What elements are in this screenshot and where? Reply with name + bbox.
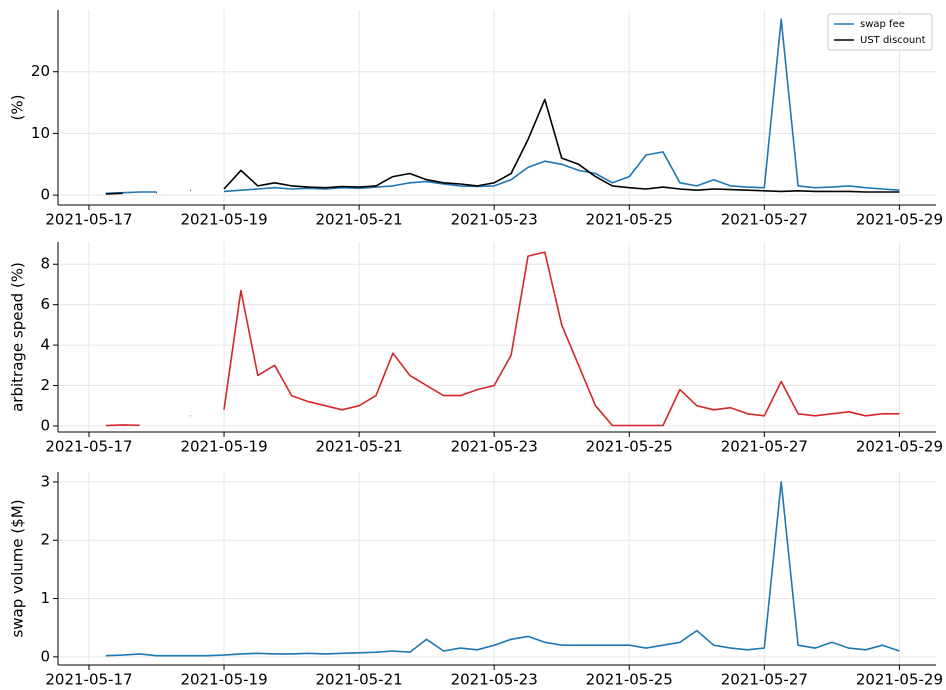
x-tick-label: 2021-05-29	[856, 671, 943, 689]
x-tick-label: 2021-05-25	[586, 211, 673, 229]
x-tick-label: 2021-05-17	[45, 438, 132, 456]
legend-box	[827, 13, 933, 51]
y-tick-label: 2	[40, 531, 50, 549]
y-tick-label: 2	[40, 376, 50, 394]
legend-label: UST discount	[860, 35, 926, 46]
x-tick-label: 2021-05-23	[451, 211, 538, 229]
y-tick-label: 6	[40, 295, 50, 313]
y-tick-label: 4	[40, 336, 50, 354]
x-tick-label: 2021-05-27	[721, 211, 808, 229]
y-tick-label: 1	[40, 589, 50, 607]
x-tick-label: 2021-05-25	[586, 671, 673, 689]
legend-label: swap fee	[860, 19, 905, 30]
x-tick-label: 2021-05-29	[856, 211, 943, 229]
x-tick-label: 2021-05-19	[180, 438, 267, 456]
y-axis-label: arbitrage spead (%)	[9, 262, 27, 412]
series-line	[223, 251, 900, 427]
legend: swap fee UST discount	[827, 13, 933, 51]
x-tick-label: 2021-05-17	[45, 211, 132, 229]
y-tick-label: 8	[40, 255, 50, 273]
x-tick-label: 2021-05-17	[45, 671, 132, 689]
y-tick-label: 0	[40, 647, 50, 665]
series-line	[105, 424, 140, 427]
series-line	[105, 481, 900, 657]
x-tick-label: 2021-05-21	[316, 211, 403, 229]
x-tick-label: 2021-05-29	[856, 438, 943, 456]
x-tick-label: 2021-05-27	[721, 671, 808, 689]
y-axis-label: (%)	[9, 95, 27, 121]
y-tick-label: 20	[31, 62, 50, 80]
x-tick-label: 2021-05-23	[451, 671, 538, 689]
y-tick-label: 0	[40, 186, 50, 204]
y-axis-label: swap volume ($M)	[9, 499, 27, 637]
x-tick-label: 2021-05-19	[180, 671, 267, 689]
x-tick-label: 2021-05-21	[316, 671, 403, 689]
x-tick-label: 2021-05-25	[586, 438, 673, 456]
y-tick-label: 10	[31, 124, 50, 142]
x-tick-label: 2021-05-23	[451, 438, 538, 456]
series-line	[223, 98, 900, 193]
x-tick-label: 2021-05-27	[721, 438, 808, 456]
y-tick-label: 3	[40, 472, 50, 490]
x-tick-label: 2021-05-21	[316, 438, 403, 456]
y-tick-label: 0	[40, 416, 50, 434]
series-line	[223, 18, 900, 193]
x-tick-label: 2021-05-19	[180, 211, 267, 229]
series-line	[105, 192, 123, 195]
